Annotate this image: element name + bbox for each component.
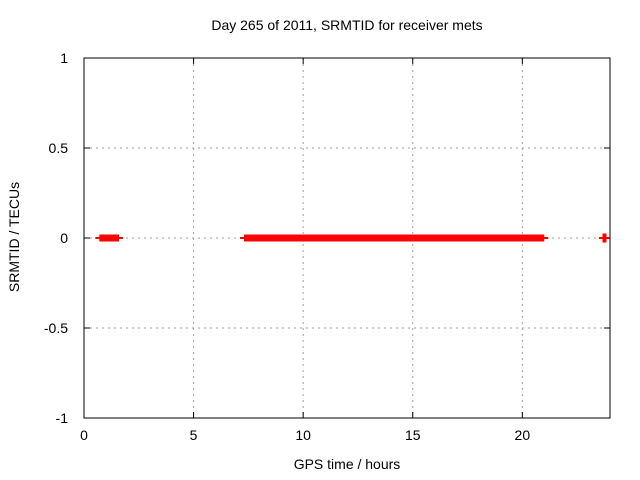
x-tick-label: 0 <box>80 427 88 443</box>
x-tick-label: 20 <box>514 427 531 443</box>
chart-title: Day 265 of 2011, SRMTID for receiver met… <box>211 17 483 33</box>
y-tick-label: -1 <box>55 410 68 426</box>
y-tick-label: 0.5 <box>48 140 68 156</box>
y-tick-label: 1 <box>60 50 68 66</box>
y-tick-label: 0 <box>60 230 68 246</box>
x-tick-label: 10 <box>295 427 311 443</box>
x-axis-label: GPS time / hours <box>293 456 401 472</box>
x-tick-label: 15 <box>404 427 421 443</box>
y-tick-label: -0.5 <box>43 320 68 336</box>
x-tick-label: 5 <box>189 427 198 443</box>
